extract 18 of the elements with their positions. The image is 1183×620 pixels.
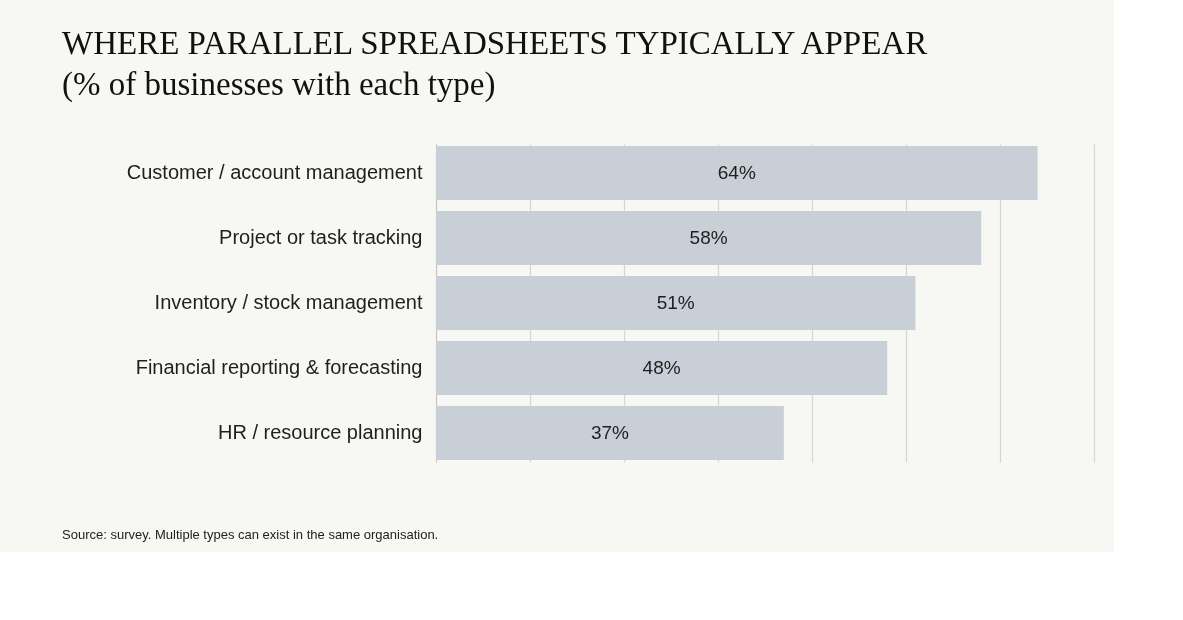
- data-label: 37%: [590, 422, 630, 444]
- y-tick-label: HR / resource planning: [217, 421, 423, 444]
- data-label: 51%: [656, 292, 695, 313]
- data-label: 64%: [717, 161, 756, 183]
- data-label: 48%: [642, 357, 681, 379]
- y-tick-label: Project or task tracking: [219, 225, 423, 248]
- y-tick-label: Customer / account management: [126, 160, 423, 183]
- bar: [436, 276, 916, 330]
- source-note: Source: survey. Multiple types can exist in the same organisation.: [62, 527, 439, 542]
- bar: [436, 145, 1038, 200]
- chart-subtitle: (% of businesses with each type): [62, 66, 496, 103]
- bar: [436, 341, 888, 396]
- y-tick-label: Inventory / stock management: [154, 291, 423, 313]
- y-tick-label: Financial reporting & forecasting: [135, 356, 423, 379]
- bar: [436, 406, 784, 461]
- chart-title: WHERE PARALLEL SPREADSHEETS TYPICALLY APPEAR: [62, 25, 928, 61]
- data-label: 58%: [689, 226, 728, 248]
- bar: [436, 210, 982, 265]
